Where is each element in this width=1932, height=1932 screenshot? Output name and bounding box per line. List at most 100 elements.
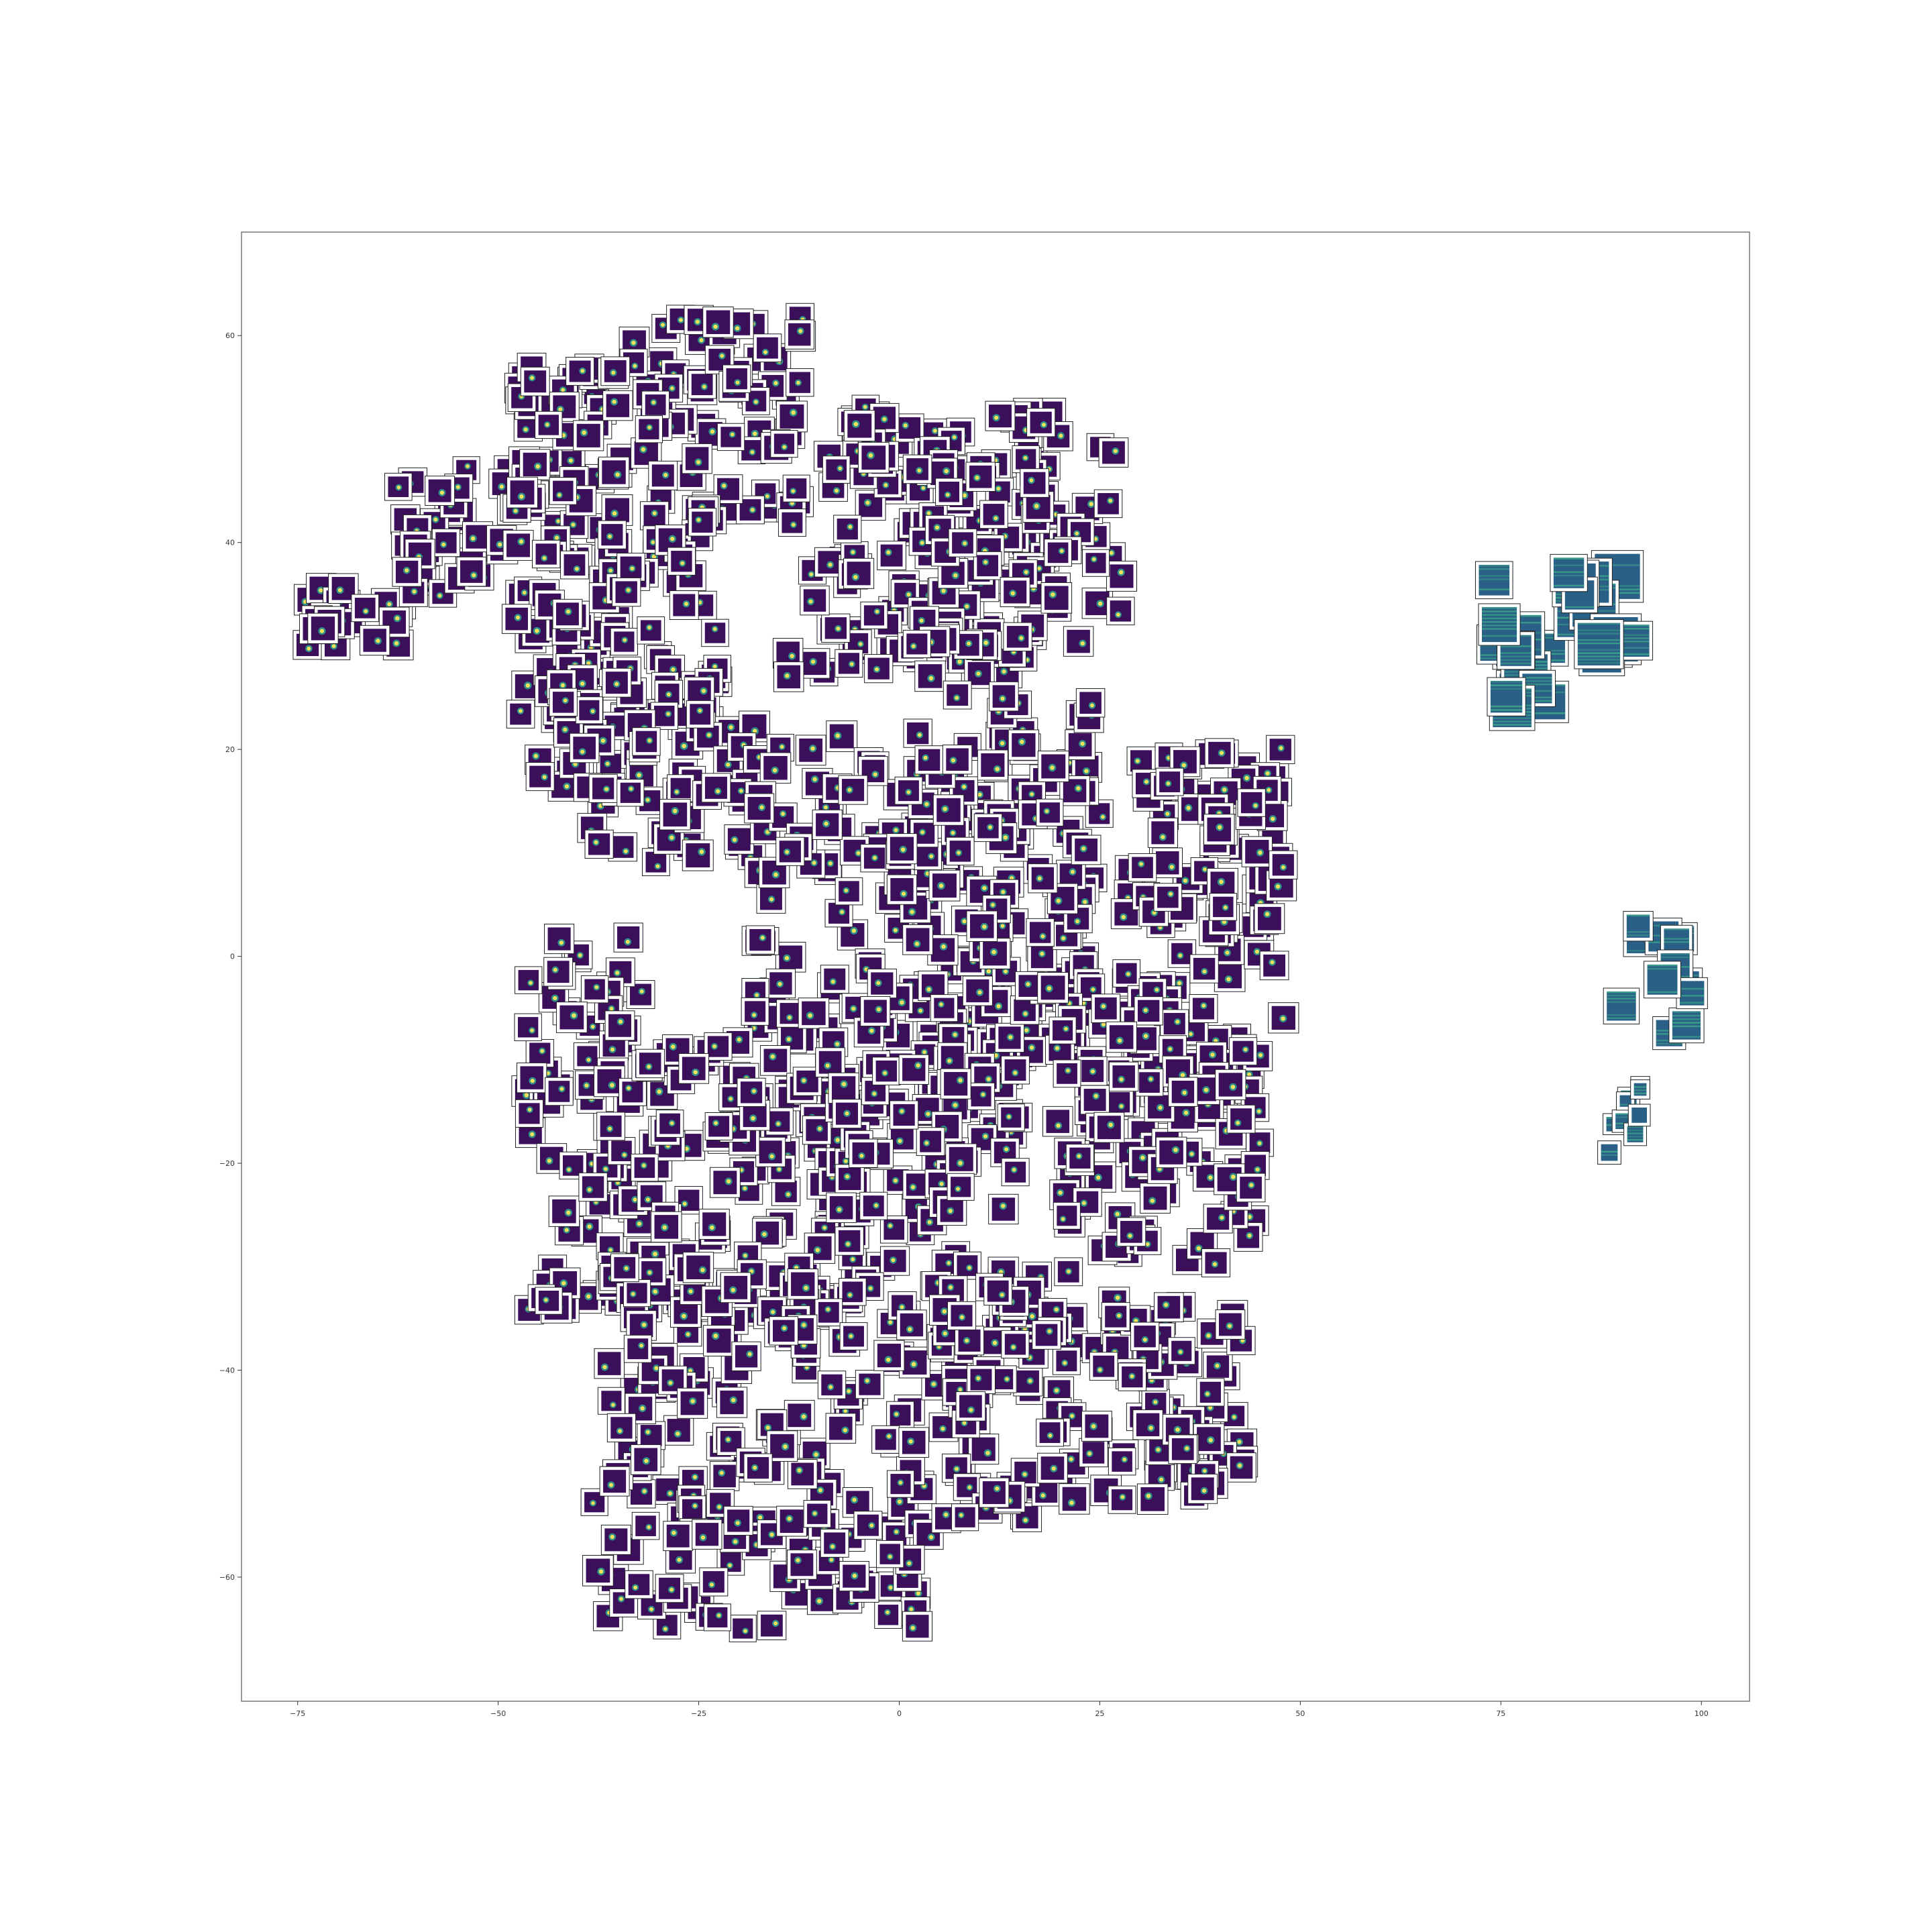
thumbnail-point xyxy=(800,585,830,616)
thumbnail-point xyxy=(784,319,814,350)
thumbnail-point xyxy=(635,415,663,443)
thumbnail-point xyxy=(580,975,609,1004)
thumbnail-point xyxy=(894,776,923,805)
thumbnail-point xyxy=(548,1195,580,1227)
thumbnail-point xyxy=(876,1540,904,1568)
thumbnail-point xyxy=(1071,835,1102,865)
thumbnail-point xyxy=(729,1615,757,1643)
thumbnail-point xyxy=(812,809,843,841)
thumbnail-point xyxy=(607,1136,636,1165)
thumbnail-point xyxy=(514,1013,542,1041)
thumbnail-point xyxy=(821,613,851,643)
thumbnail-point xyxy=(1269,850,1298,879)
thumbnail-point xyxy=(610,1253,639,1283)
thumbnail-point xyxy=(611,577,641,607)
thumbnail-point xyxy=(1093,489,1123,519)
thumbnail-point xyxy=(378,606,410,638)
thumbnail-point xyxy=(800,648,830,679)
thumbnail-point xyxy=(456,556,487,587)
thumbnail-point xyxy=(1001,1055,1030,1085)
thumbnail-point xyxy=(1187,1473,1218,1504)
thumbnail-point xyxy=(1226,1452,1256,1483)
thumbnail-point xyxy=(682,1252,714,1283)
thumbnail-point xyxy=(575,696,603,724)
thumbnail-point xyxy=(968,1434,1000,1465)
thumbnail-point xyxy=(1112,959,1141,987)
thumbnail-point xyxy=(667,547,696,576)
thumbnail-point xyxy=(927,934,959,966)
thumbnail-point xyxy=(1053,1059,1081,1088)
thumbnail-point xyxy=(1128,853,1157,882)
thumbnail-point xyxy=(1147,1153,1178,1184)
thumbnail-point xyxy=(560,550,589,580)
thumbnail-point xyxy=(759,752,792,784)
x-tick-label: 75 xyxy=(1496,1709,1505,1718)
thumbnail-point xyxy=(820,965,849,994)
thumbnail-point xyxy=(1134,996,1163,1026)
thumbnail-point xyxy=(886,1401,914,1430)
thumbnail-point xyxy=(1044,539,1072,567)
thumbnail-point xyxy=(872,1057,901,1085)
thumbnail-point xyxy=(704,1032,733,1061)
thumbnail-point xyxy=(765,968,796,999)
noise-thumbnail-point xyxy=(1630,1079,1650,1099)
thumbnail-point xyxy=(1135,1068,1164,1097)
thumbnail-point xyxy=(775,837,805,866)
thumbnail-point xyxy=(1140,1183,1171,1214)
thumbnail-point xyxy=(648,460,678,490)
x-tick-label: 50 xyxy=(1295,1709,1305,1718)
thumbnail-point xyxy=(979,1477,1010,1508)
thumbnail-point xyxy=(1236,1173,1266,1203)
thumbnail-point xyxy=(506,700,535,729)
y-tick-label: −40 xyxy=(219,1366,235,1375)
thumbnail-point xyxy=(1036,798,1064,826)
thumbnail-point xyxy=(1065,1144,1095,1173)
thumbnail-point xyxy=(606,1413,637,1443)
thumbnail-point xyxy=(1026,918,1055,947)
thumbnail-point xyxy=(1101,1302,1130,1332)
thumbnail-point xyxy=(1075,688,1106,718)
thumbnail-point xyxy=(798,998,830,1029)
y-axis: 60 40 20 0 −20 −40 −60 xyxy=(219,331,241,1582)
thumbnail-point xyxy=(1266,735,1295,764)
noise-thumbnail-point xyxy=(1627,1104,1651,1127)
thumbnail-point xyxy=(877,541,907,571)
thumbnail-point xyxy=(1155,1136,1187,1169)
thumbnail-point xyxy=(635,786,664,815)
thumbnail-point xyxy=(744,793,775,824)
thumbnail-point xyxy=(600,1524,631,1555)
thumbnail-point xyxy=(947,1173,975,1201)
thumbnail-point xyxy=(973,813,1003,843)
thumbnail-point xyxy=(1049,1016,1077,1044)
thumbnail-point xyxy=(573,1042,601,1070)
thumbnail-point xyxy=(519,449,551,480)
thumbnail-point xyxy=(1036,1418,1064,1447)
thumbnail-point xyxy=(610,627,638,656)
thumbnail-point xyxy=(384,472,413,501)
thumbnail-point xyxy=(702,307,734,338)
thumbnail-point xyxy=(988,1193,1019,1225)
thumbnail-point xyxy=(1108,1447,1136,1476)
thumbnail-point xyxy=(659,798,691,830)
thumbnail-point xyxy=(640,501,669,531)
thumbnail-point xyxy=(914,660,946,692)
thumbnail-point xyxy=(835,1164,865,1194)
thumbnail-point xyxy=(935,478,963,506)
thumbnail-point xyxy=(755,1136,786,1167)
thumbnail-point xyxy=(928,1294,961,1326)
thumbnail-point xyxy=(979,938,1011,969)
thumbnail-point xyxy=(753,333,782,363)
thumbnail-point xyxy=(425,476,455,506)
thumbnail-point xyxy=(1081,549,1110,577)
thumbnail-point xyxy=(663,1521,694,1552)
noise-thumbnail-point xyxy=(1623,1122,1647,1146)
thumbnail-point xyxy=(776,1505,807,1537)
thumbnail-point xyxy=(1147,817,1178,848)
thumbnail-point xyxy=(1167,1337,1195,1365)
x-tick-label: 25 xyxy=(1095,1709,1104,1718)
thumbnail-point xyxy=(631,1511,660,1540)
thumbnail-point xyxy=(1259,951,1289,981)
thumbnail-point xyxy=(597,520,627,549)
thumbnail-point xyxy=(1042,1106,1073,1137)
noise-thumbnail-point xyxy=(1668,1007,1705,1044)
